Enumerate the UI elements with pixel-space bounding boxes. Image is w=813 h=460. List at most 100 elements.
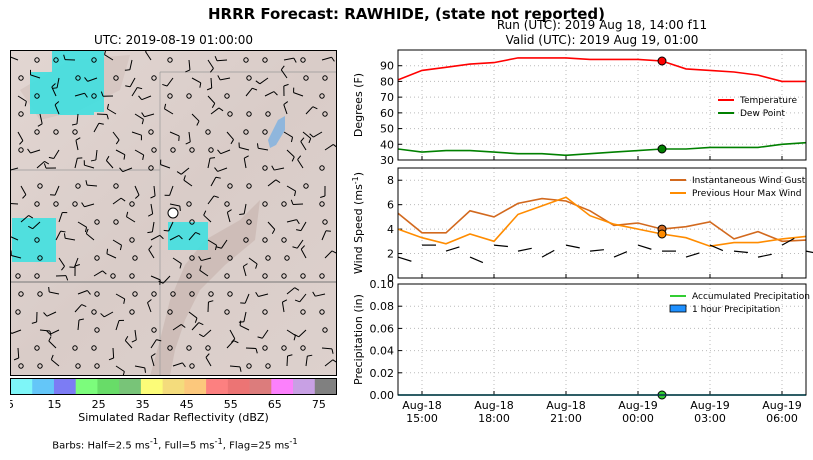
wind-barb <box>51 359 60 367</box>
wind-barb <box>58 257 65 267</box>
wind-barb <box>565 244 580 249</box>
valid-line: Valid (UTC): 2019 Aug 19, 01:00 <box>505 33 699 47</box>
wind-barb-flag <box>179 263 182 269</box>
calm-barb <box>75 183 81 189</box>
wind-barb-flag <box>183 175 186 181</box>
wind-barb-flag <box>271 165 275 171</box>
wind-barb <box>36 161 45 169</box>
wind-barb-flag <box>81 202 85 207</box>
x-tick-label: 15:00 <box>406 412 438 425</box>
calm-barb <box>91 57 97 63</box>
wind-barb <box>150 234 161 241</box>
wind-barb <box>261 329 269 339</box>
wind-barb <box>517 247 532 252</box>
radar-map <box>10 50 337 376</box>
calm-barb <box>18 111 24 117</box>
wind-barb <box>239 325 250 331</box>
wind-barb-flag <box>100 91 104 97</box>
calm-barb <box>224 93 230 99</box>
wind-barb <box>10 202 19 205</box>
wind-barb-flag <box>182 362 186 368</box>
lake <box>268 116 285 148</box>
wind-barb <box>248 257 258 265</box>
wind-barb <box>49 329 60 335</box>
colorbar-swatch <box>162 378 185 395</box>
wind-barb <box>305 106 314 115</box>
calm-barb <box>281 273 287 279</box>
wind-barb-flag <box>54 101 60 106</box>
calm-barb <box>189 255 195 261</box>
wind-barb-flag <box>27 148 31 154</box>
wind-barb <box>300 141 307 151</box>
x-tick-label: 21:00 <box>550 412 582 425</box>
wind-barb <box>296 239 304 249</box>
calm-barb <box>53 57 59 63</box>
wind-barb <box>286 219 297 223</box>
calm-barb <box>265 363 271 369</box>
wind-barb <box>134 113 144 120</box>
wind-barb <box>283 131 293 138</box>
calm-barb <box>208 291 214 297</box>
barb-note-unit-exp: -1 <box>214 436 223 446</box>
wind-barb <box>160 164 171 169</box>
wind-barb <box>180 167 190 175</box>
calm-barb <box>110 273 116 279</box>
colorbar-swatch <box>32 378 55 395</box>
wind-barb-flag <box>63 233 66 239</box>
wind-barb <box>191 113 200 122</box>
wind-barb <box>51 86 57 97</box>
calm-barb <box>18 291 24 297</box>
wind-barb-flag <box>22 194 27 199</box>
wind-barb <box>286 329 296 336</box>
x-tick-label: 03:00 <box>694 412 726 425</box>
wind-barb-flag <box>119 245 123 251</box>
legend-label: Dew Point <box>740 109 786 119</box>
colorbar-swatch <box>97 378 120 395</box>
wind-barb-flag <box>74 264 80 267</box>
wind-barb-flag <box>102 270 107 275</box>
run-info: Run (UTC): 2019 Aug 18, 14:00 f11 Valid … <box>398 18 806 48</box>
wind-barb-flag <box>312 106 318 110</box>
calm-barb <box>189 219 195 225</box>
wind-barb <box>93 270 103 277</box>
colorbar-swatch <box>249 378 272 395</box>
wind-barb-flag <box>162 83 168 87</box>
wind-barb <box>283 104 288 115</box>
calm-barb <box>189 147 195 153</box>
valid-time-marker <box>657 229 667 239</box>
y-axis-label-text: Precipitation (in) <box>352 294 365 385</box>
wind-barb-flag <box>231 338 236 343</box>
wind-barb <box>188 232 196 241</box>
wind-barb <box>172 257 182 264</box>
wind-barb <box>131 87 138 97</box>
calm-barb <box>243 129 249 135</box>
wind-barb-flag <box>84 92 88 98</box>
wind-barb-flag <box>308 138 312 144</box>
calm-barb <box>129 201 135 207</box>
calm-barb <box>224 201 230 207</box>
wind-barb <box>281 302 285 313</box>
wind-barb <box>210 177 217 187</box>
wind-barb <box>112 197 122 205</box>
colorbar-tick-label: 65 <box>268 398 282 410</box>
calm-barb <box>151 75 157 81</box>
colorbar-tick-label: 15 <box>48 398 62 410</box>
barb-note-unit-exp: -1 <box>289 436 298 446</box>
wind-barb <box>188 131 191 142</box>
wind-barb <box>239 147 250 151</box>
wind-barb <box>757 253 772 258</box>
location-marker <box>167 207 179 219</box>
wind-barb <box>315 293 326 297</box>
wind-barb-flag <box>150 353 156 357</box>
wind-barb <box>112 347 115 359</box>
colorbar-tick-label: 25 <box>92 398 106 410</box>
calm-barb <box>281 237 287 243</box>
calm-barb <box>300 309 306 315</box>
wind-barb <box>74 304 83 313</box>
wind-barb-flag <box>294 299 300 303</box>
barb-note-unit-exp: -1 <box>149 436 159 446</box>
wind-barb <box>76 113 79 124</box>
wind-barb <box>685 252 700 258</box>
wind-barb-flag <box>331 250 337 254</box>
wind-barb <box>39 113 43 124</box>
